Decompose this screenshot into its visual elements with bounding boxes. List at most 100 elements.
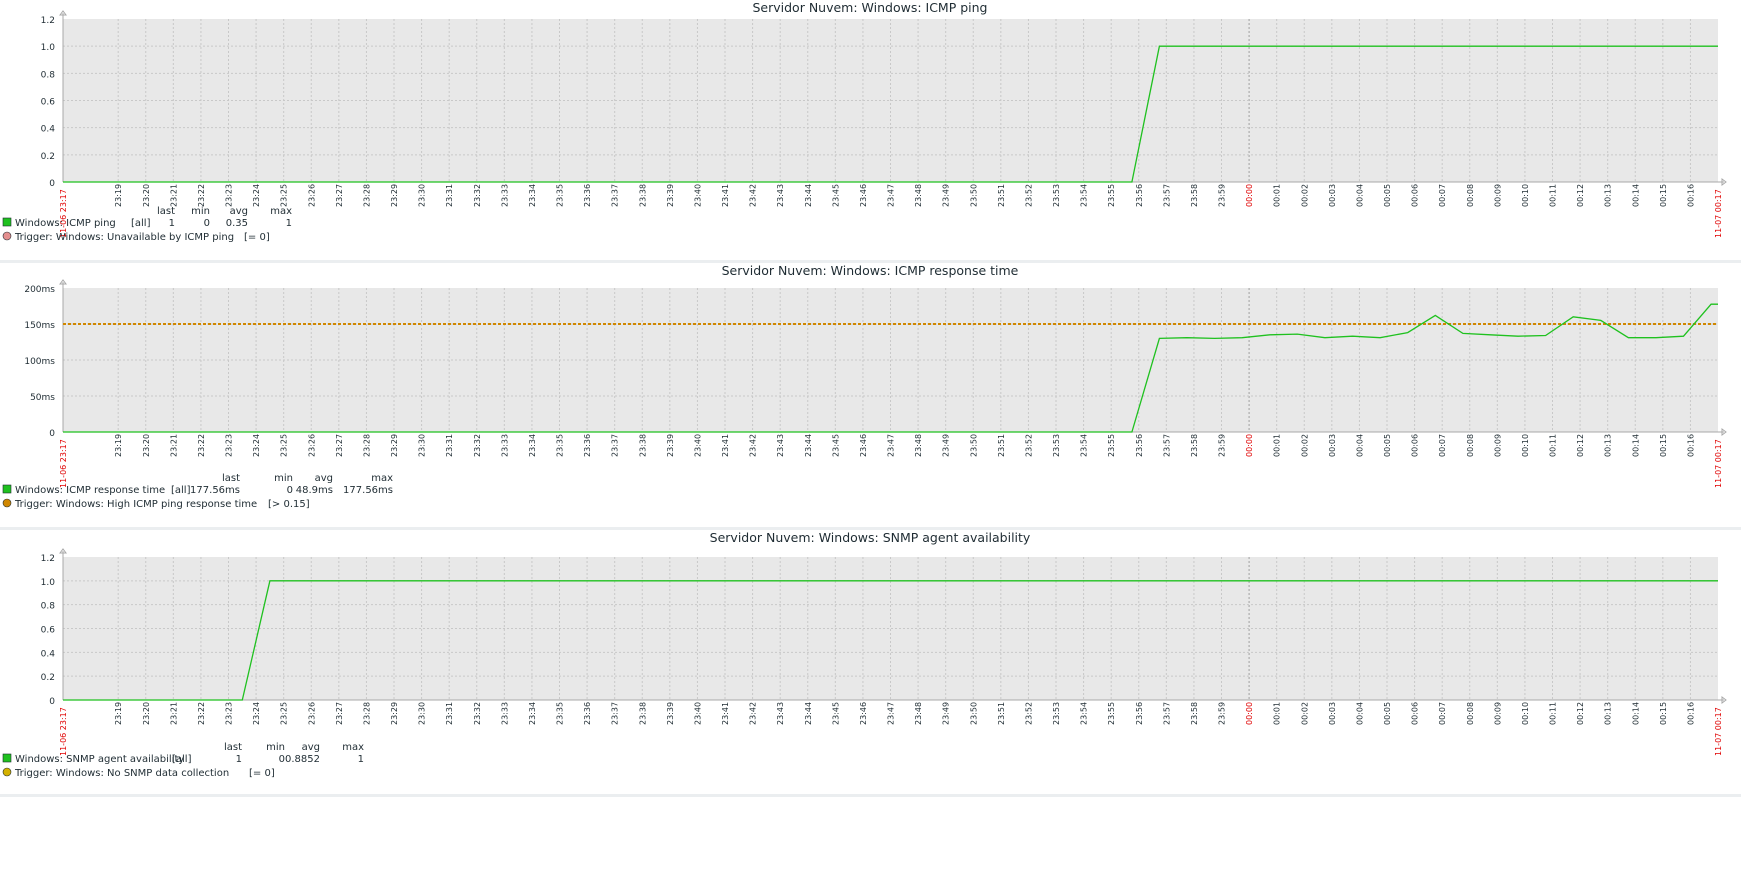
- x-tick-label: 00:12: [1576, 184, 1585, 207]
- x-tick-label: 23:35: [556, 702, 565, 725]
- x-tick-label: 23:44: [804, 184, 813, 207]
- x-tick-label: 23:50: [969, 702, 978, 725]
- x-tick-label: 23:41: [721, 184, 730, 207]
- x-tick-label: 23:26: [307, 702, 316, 725]
- x-tick-label: 23:19: [114, 702, 123, 725]
- legend-value-last: 177.56ms: [190, 485, 240, 496]
- x-tick-label: 23:58: [1190, 184, 1199, 207]
- legend-value-min: 0: [279, 754, 285, 765]
- graph-icmp-response-time: Servidor Nuvem: Windows: ICMP response t…: [0, 263, 1741, 528]
- x-tick-label: 23:59: [1218, 434, 1227, 457]
- x-tick-label: 23:47: [887, 184, 896, 207]
- x-tick-label: 23:19: [114, 434, 123, 457]
- series-line: [63, 45, 1718, 183]
- trigger-condition: [= 0]: [249, 768, 275, 779]
- graph-icmp-ping: Servidor Nuvem: Windows: ICMP ping 23:19 2…: [0, 0, 1741, 262]
- legend-scope: [all]: [131, 218, 151, 229]
- chart-icmp-response-time[interactable]: Servidor Nuvem: Windows: ICMP response t…: [0, 263, 1741, 528]
- x-tick-label: 23:45: [831, 434, 840, 457]
- x-tick-label: 00:16: [1686, 184, 1695, 207]
- chart-title: Servidor Nuvem: Windows: ICMP ping: [752, 0, 987, 15]
- x-tick-label: 00:04: [1355, 184, 1364, 207]
- x-tick-label: 23:42: [749, 702, 758, 725]
- legend-scope: [all]: [171, 485, 191, 496]
- legend-header-avg: avg: [230, 206, 248, 217]
- y-axis-arrow: [59, 10, 67, 16]
- x-tick-label: 23:52: [1024, 434, 1033, 457]
- legend-value-min: 0: [287, 485, 293, 496]
- x-tick-label: 23:32: [473, 184, 482, 207]
- x-tick-label: 23:34: [528, 434, 537, 457]
- x-tick-label: 23:35: [556, 184, 565, 207]
- x-tick-label: 23:51: [997, 184, 1006, 207]
- x-tick-label: 23:43: [776, 434, 785, 457]
- x-tick-label: 23:55: [1107, 184, 1116, 207]
- graph-separator: [0, 260, 1741, 263]
- legend-value-max: 177.56ms: [343, 485, 393, 496]
- x-tick-label: 23:30: [418, 702, 427, 725]
- x-tick-label: 23:58: [1190, 434, 1199, 457]
- x-tick-label: 23:49: [942, 702, 951, 725]
- x-tick-label: 00:15: [1659, 702, 1668, 725]
- x-tick-label: 00:00: [1245, 184, 1254, 207]
- x-tick-label: 00:11: [1549, 434, 1558, 457]
- y-tick-label: 0.6: [41, 98, 56, 108]
- x-tick-label: 23:22: [197, 434, 206, 457]
- x-tick-label: 00:03: [1328, 702, 1337, 725]
- x-tick-label: 00:02: [1300, 184, 1309, 207]
- x-start-label: 11-06 23:17: [59, 439, 68, 488]
- trigger-condition: [> 0.15]: [268, 499, 310, 510]
- x-tick-label: 23:25: [280, 702, 289, 725]
- x-tick-label: 23:51: [997, 434, 1006, 457]
- x-tick-label: 00:15: [1659, 434, 1668, 457]
- legend-header-last: last: [222, 473, 240, 484]
- x-tick-label: 23:59: [1218, 184, 1227, 207]
- x-tick-label: 23:20: [142, 434, 151, 457]
- x-tick-label: 23:36: [583, 702, 592, 725]
- x-tick-label: 23:57: [1162, 184, 1171, 207]
- legend-value-avg: 48.9ms: [296, 485, 333, 496]
- x-tick-label: 00:09: [1493, 434, 1502, 457]
- x-tick-label: 00:13: [1604, 434, 1613, 457]
- x-tick-label: 00:15: [1659, 184, 1668, 207]
- x-tick-label: 23:31: [445, 434, 454, 457]
- legend-header-avg: avg: [315, 473, 333, 484]
- x-tick-label: 00:02: [1300, 434, 1309, 457]
- x-tick-label: 00:02: [1300, 702, 1309, 725]
- x-tick-label: 00:06: [1411, 702, 1420, 725]
- x-tick-label: 23:25: [280, 434, 289, 457]
- x-end-label: 11-07 00:17: [1714, 707, 1723, 756]
- x-tick-label: 23:52: [1024, 184, 1033, 207]
- x-tick-label: 23:26: [307, 184, 316, 207]
- x-tick-label: 23:54: [1080, 434, 1089, 457]
- chart-snmp-availability[interactable]: Servidor Nuvem: Windows: SNMP agent avai…: [0, 530, 1741, 795]
- x-tick-label: 23:23: [225, 434, 234, 457]
- legend-header-min: min: [191, 206, 210, 217]
- x-tick-label: 23:46: [859, 184, 868, 207]
- x-tick-label: 00:09: [1493, 184, 1502, 207]
- legend-swatch: [2, 217, 12, 227]
- y-tick-label: 0: [49, 179, 55, 189]
- x-tick-label: 00:07: [1438, 434, 1447, 457]
- x-tick-label: 23:39: [666, 184, 675, 207]
- x-tick-label: 23:38: [638, 184, 647, 207]
- legend-header-last: last: [157, 206, 175, 217]
- x-tick-label: 23:53: [1052, 184, 1061, 207]
- x-tick-label: 00:06: [1411, 184, 1420, 207]
- x-tick-label: 00:01: [1273, 702, 1282, 725]
- x-tick-label: 00:00: [1245, 434, 1254, 457]
- x-tick-label: 00:05: [1383, 434, 1392, 457]
- y-tick-label: 1.0: [41, 43, 56, 53]
- x-tick-label: 23:22: [197, 184, 206, 207]
- x-tick-label: 23:41: [721, 702, 730, 725]
- trigger-label: Trigger: Windows: Unavailable by ICMP pi…: [14, 232, 234, 243]
- x-start-label: 11-06 23:17: [59, 707, 68, 756]
- x-tick-label: 23:46: [859, 702, 868, 725]
- x-tick-label: 23:37: [611, 702, 620, 725]
- x-tick-label: 23:38: [638, 434, 647, 457]
- x-tick-label: 23:21: [169, 434, 178, 457]
- x-tick-label: 23:32: [473, 702, 482, 725]
- chart-icmp-ping[interactable]: Servidor Nuvem: Windows: ICMP ping 23:19 2…: [0, 0, 1741, 262]
- y-tick-label: 0.8: [41, 70, 56, 80]
- x-tick-label: 23:21: [169, 702, 178, 725]
